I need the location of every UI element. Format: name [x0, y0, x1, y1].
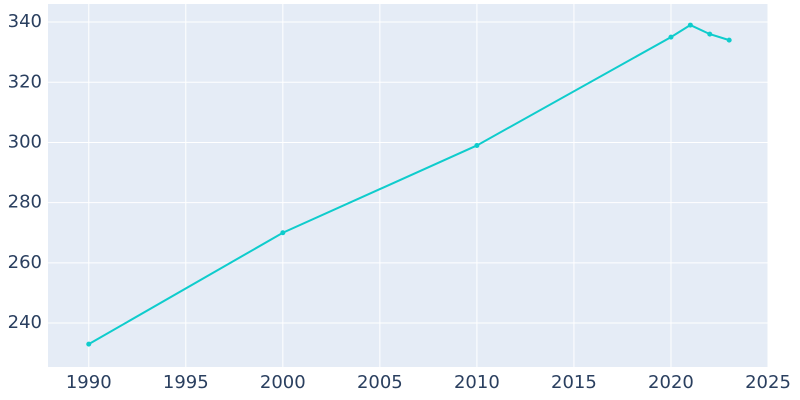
point [86, 341, 92, 347]
point [726, 37, 732, 43]
x-tick-label: 2010 [454, 372, 500, 393]
point [687, 22, 693, 28]
x-tick-label: 2000 [260, 372, 306, 393]
y-tick-label: 320 [8, 71, 42, 92]
x-tick-label: 2025 [745, 372, 791, 393]
x-tick-label: 2020 [648, 372, 694, 393]
y-tick-label: 300 [8, 131, 42, 152]
y-tick-label: 280 [8, 192, 42, 213]
point [668, 34, 674, 40]
x-tick-label: 2015 [551, 372, 597, 393]
y-tick-label: 340 [8, 11, 42, 32]
point [474, 142, 480, 148]
x-tick-label: 1995 [163, 372, 209, 393]
x-tick-label: 1990 [66, 372, 112, 393]
plot-area [48, 4, 768, 367]
point [280, 230, 286, 236]
y-tick-label: 260 [8, 252, 42, 273]
y-tick-label: 240 [8, 312, 42, 333]
x-tick-label: 2005 [357, 372, 403, 393]
point [707, 31, 713, 37]
